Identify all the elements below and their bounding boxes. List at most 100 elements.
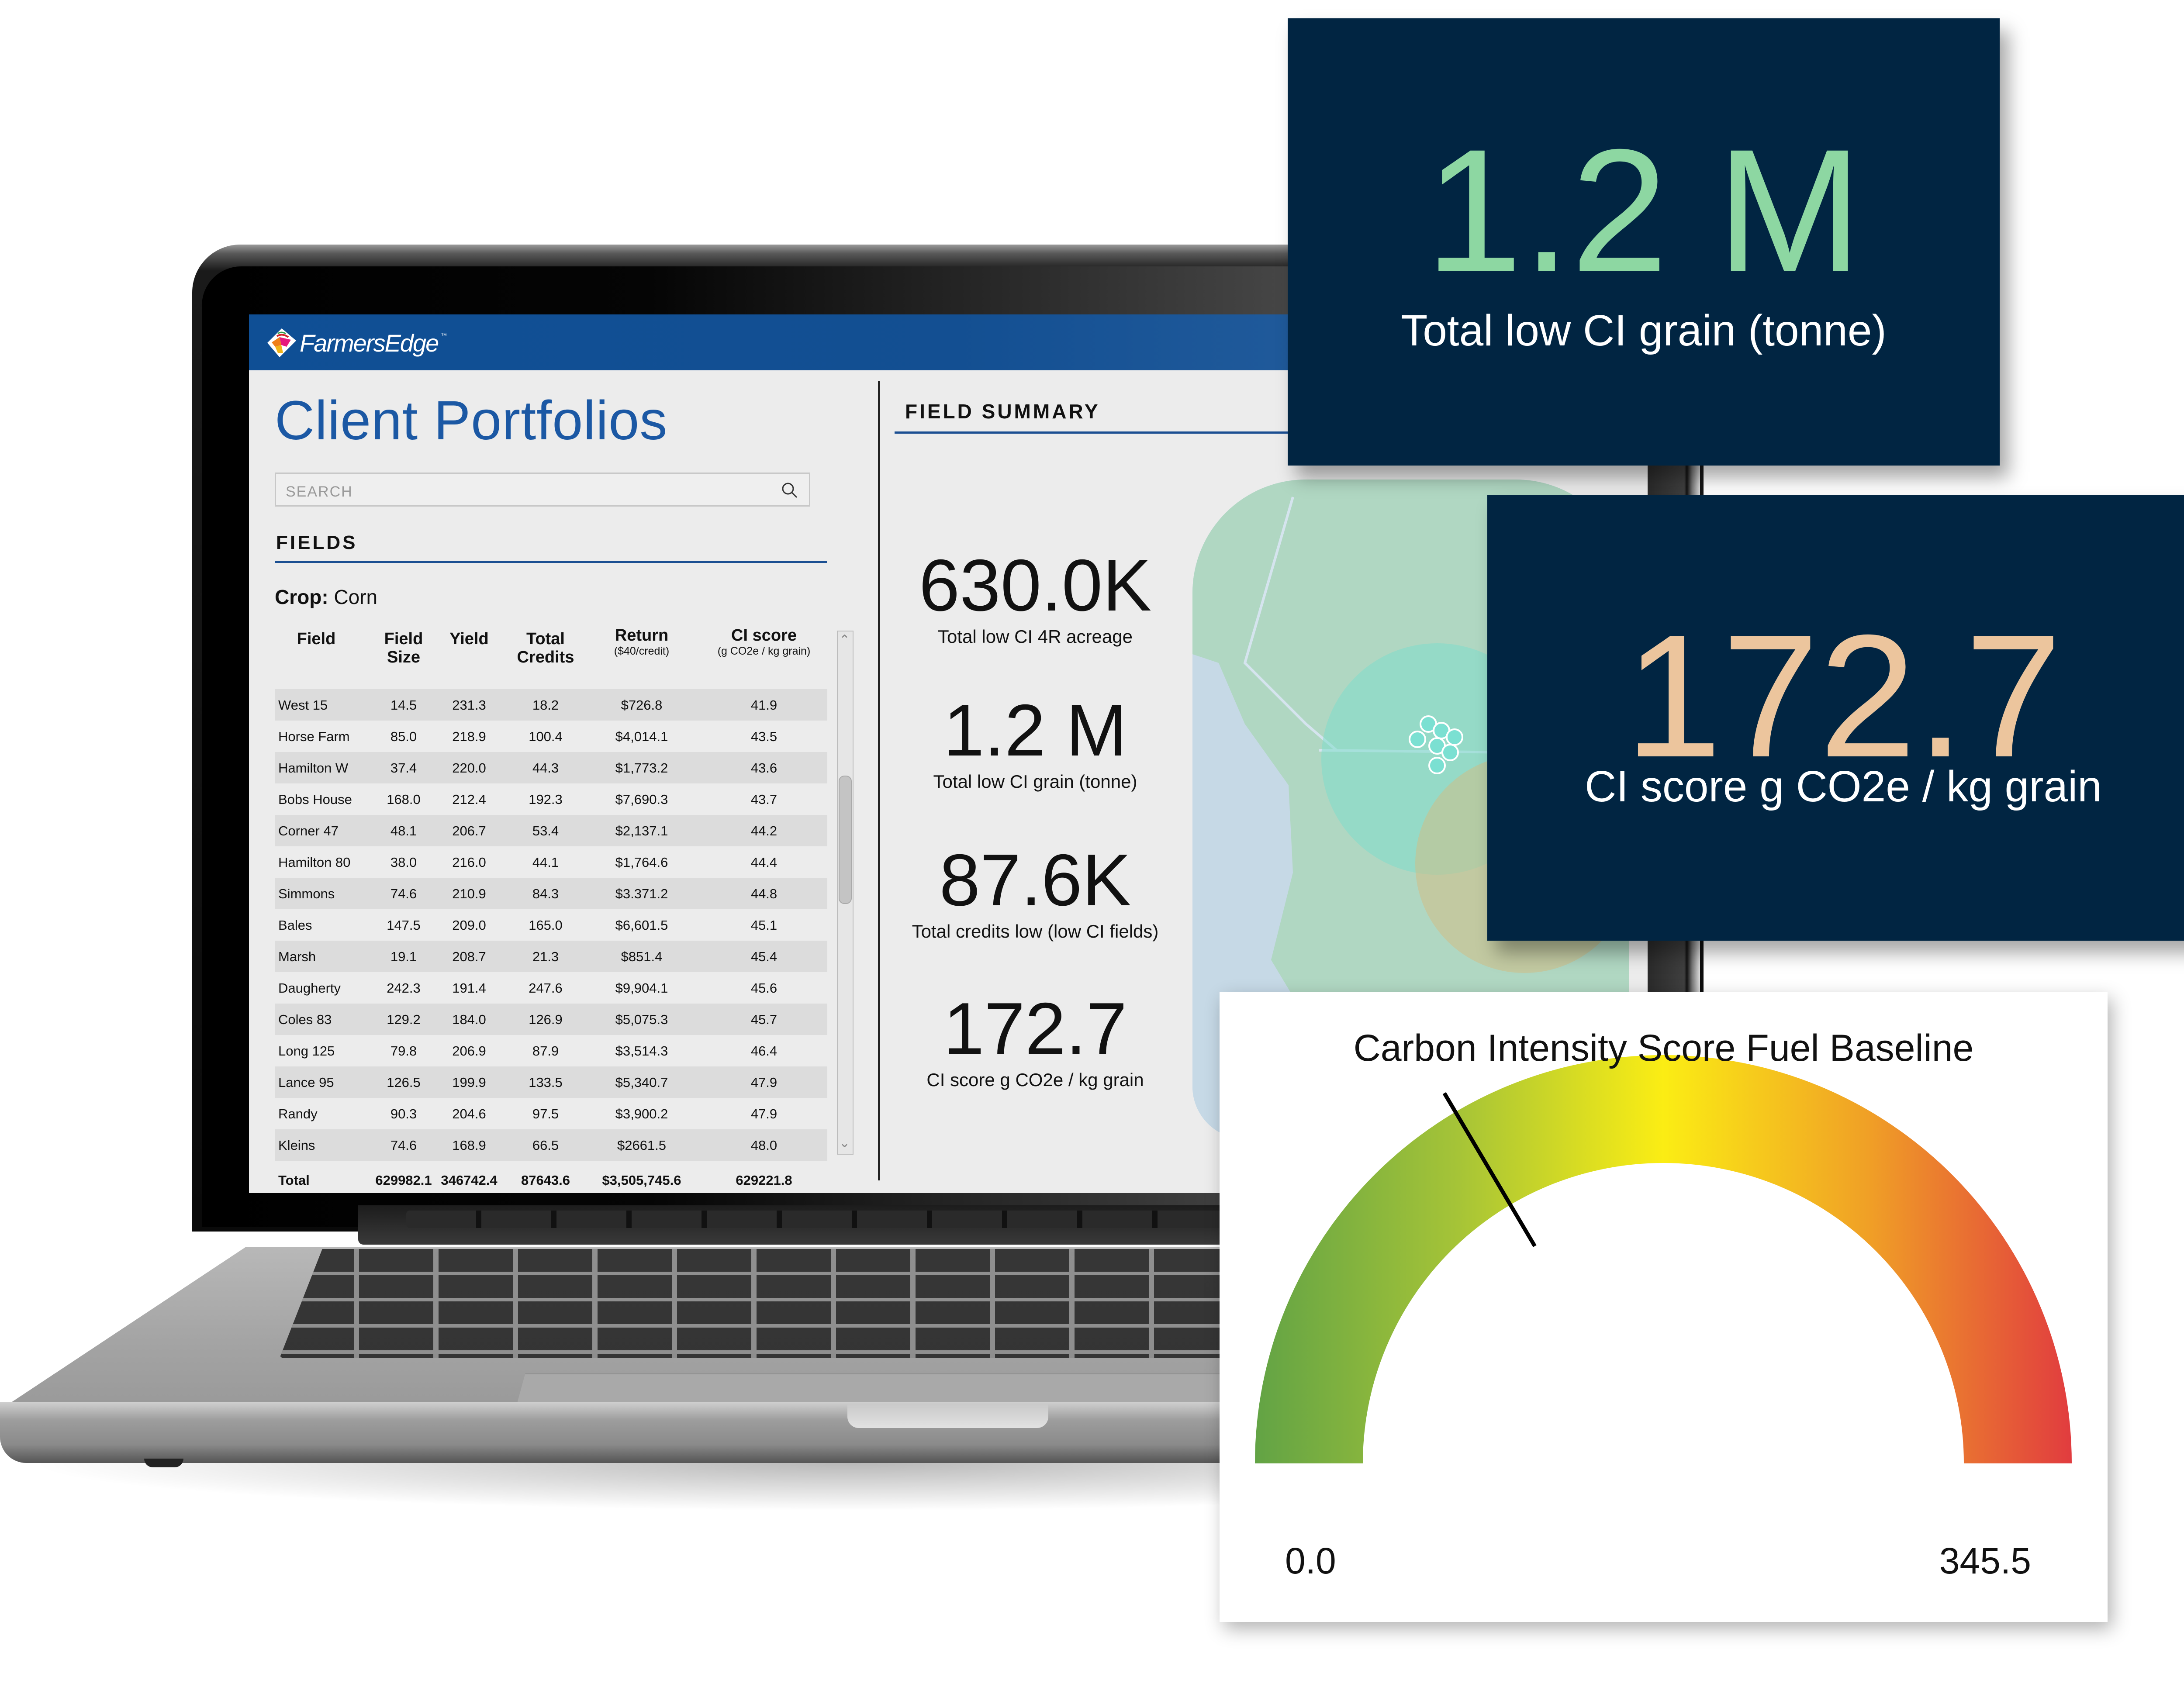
cell-field-name: Marsh <box>278 949 316 964</box>
table-row[interactable]: Corner 47 48.1 206.7 53.4 $2,137.1 44.2 <box>275 815 827 846</box>
table-row[interactable]: Coles 83 129.2 184.0 126.9 $5,075.3 45.7 <box>275 1004 827 1035</box>
table-cell: $5,075.3 <box>615 1012 668 1027</box>
cell-field-name: Simmons <box>278 886 335 901</box>
table-cell: 45.6 <box>750 980 778 996</box>
table-cell: 46.4 <box>750 1043 778 1059</box>
table-row[interactable]: Daugherty 242.3 191.4 247.6 $9,904.1 45.6 <box>275 972 827 1004</box>
table-cell: 206.7 <box>452 823 486 838</box>
table-cell: 97.5 <box>532 1106 559 1121</box>
crop-value: Corn <box>334 586 378 608</box>
cell-field-name: West 15 <box>278 697 328 713</box>
table-cell: 44.8 <box>750 886 778 901</box>
fields-heading: FIELDS <box>276 532 358 553</box>
table-cell: 216.0 <box>452 855 486 870</box>
column-header-return[interactable]: Return ($40/credit) <box>614 626 670 657</box>
table-cell: 629982.1 <box>375 1173 432 1188</box>
table-row[interactable]: Bales 147.5 209.0 165.0 $6,601.5 45.1 <box>275 909 827 941</box>
table-cell: 242.3 <box>387 980 421 996</box>
brand-name: FarmersEdge <box>300 329 439 357</box>
cell-field-name: Hamilton W <box>278 760 349 776</box>
crop-filter: Crop: Corn <box>275 585 377 609</box>
table-cell: 231.3 <box>452 697 486 713</box>
table-cell: 48.0 <box>750 1138 778 1153</box>
table-cell: 192.3 <box>529 792 563 807</box>
table-cell: $3,900.2 <box>615 1106 668 1121</box>
search-input[interactable]: SEARCH <box>275 473 810 507</box>
table-cell: 191.4 <box>452 980 486 996</box>
table-cell: 218.9 <box>452 729 486 744</box>
table-row[interactable]: Simmons 74.6 210.9 84.3 $3.371.2 44.8 <box>275 878 827 909</box>
table-cell: 90.3 <box>390 1106 417 1121</box>
search-placeholder: SEARCH <box>286 483 353 500</box>
table-cell: 18.2 <box>532 697 559 713</box>
cell-field-name: Coles 83 <box>278 1012 332 1027</box>
table-row[interactable]: Marsh 19.1 208.7 21.3 $851.4 45.4 <box>275 941 827 972</box>
table-cell: 74.6 <box>390 1138 417 1153</box>
table-cell: 74.6 <box>390 886 417 901</box>
column-header-field-size[interactable]: Field Size <box>384 630 423 666</box>
column-header-total-credits[interactable]: Total Credits <box>517 630 574 666</box>
column-header-ci-score[interactable]: CI score (g CO2e / kg grain) <box>717 626 811 657</box>
table-cell: $7,690.3 <box>615 792 668 807</box>
table-cell: 247.6 <box>529 980 563 996</box>
cell-field-name: Hamilton 80 <box>278 855 351 870</box>
table-cell: 147.5 <box>387 918 421 933</box>
table-row[interactable]: Hamilton W 37.4 220.0 44.3 $1,773.2 43.6 <box>275 752 827 783</box>
table-row[interactable]: Hamilton 80 38.0 216.0 44.1 $1,764.6 44.4 <box>275 846 827 878</box>
table-cell: $1,764.6 <box>615 855 668 870</box>
panel-divider <box>878 381 880 1180</box>
table-cell: 87643.6 <box>521 1173 570 1188</box>
table-row[interactable]: Randy 90.3 204.6 97.5 $3,900.2 47.9 <box>275 1098 827 1129</box>
table-row[interactable]: Long 125 79.8 206.9 87.9 $3,514.3 46.4 <box>275 1035 827 1066</box>
table-cell: $3.371.2 <box>615 886 668 901</box>
field-summary-divider <box>895 431 1331 434</box>
table-cell: 168.9 <box>452 1138 486 1153</box>
kpi-label: Total low CI 4R acreage <box>938 626 1133 647</box>
table-cell: 133.5 <box>529 1075 563 1090</box>
table-cell: 44.3 <box>532 760 559 776</box>
table-cell: 84.3 <box>532 886 559 901</box>
table-cell: 43.5 <box>750 729 778 744</box>
gauge-chart <box>1255 1055 2072 1463</box>
laptop-foot <box>144 1459 183 1467</box>
cell-field-name: Horse Farm <box>278 729 350 744</box>
column-header-field[interactable]: Field <box>297 630 336 648</box>
stat-value: 1.2 M <box>1425 113 1863 308</box>
table-cell: 346742.4 <box>441 1173 498 1188</box>
kpi-credits: 87.6K Total credits low (low CI fields) <box>891 841 1179 942</box>
kpi-value: 1.2 M <box>943 689 1127 771</box>
table-row[interactable]: Kleins 74.6 168.9 66.5 $2661.5 48.0 <box>275 1129 827 1161</box>
table-row[interactable]: West 15 14.5 231.3 18.2 $726.8 41.9 <box>275 689 827 721</box>
table-cell: 199.9 <box>452 1075 486 1090</box>
brand-logo[interactable]: FarmersEdge ™ <box>266 328 447 358</box>
cell-field-name: Bobs House <box>278 792 352 807</box>
kpi-ci-score: 172.7 CI score g CO2e / kg grain <box>891 989 1179 1090</box>
table-cell: 43.6 <box>750 760 778 776</box>
table-cell: 14.5 <box>390 697 417 713</box>
trademark: ™ <box>441 332 447 339</box>
column-header-yield[interactable]: Yield <box>449 630 489 648</box>
gauge-arc <box>1255 1055 2072 1463</box>
table-row[interactable]: Bobs House 168.0 212.4 192.3 $7,690.3 43.7 <box>275 783 827 815</box>
scroll-up-icon[interactable]: ⌃ <box>839 633 850 647</box>
table-cell: $2661.5 <box>617 1138 667 1153</box>
cell-field-name: Randy <box>278 1106 318 1121</box>
stat-card-ci-score: 172.7 CI score g CO2e / kg grain <box>1487 495 2184 941</box>
table-row[interactable]: Lance 95 126.5 199.9 133.5 $5,340.7 47.9 <box>275 1066 827 1098</box>
kpi-acreage: 630.0K Total low CI 4R acreage <box>891 546 1179 647</box>
cell-field-name: Daugherty <box>278 980 341 996</box>
kpi-value: 87.6K <box>939 839 1131 921</box>
table-cell: 47.9 <box>750 1075 778 1090</box>
scroll-down-icon[interactable]: ⌄ <box>839 1136 850 1150</box>
table-cell: 168.0 <box>387 792 421 807</box>
cell-field-name: Corner 47 <box>278 823 339 838</box>
fields-divider <box>275 561 827 563</box>
table-row[interactable]: Horse Farm 85.0 218.9 100.4 $4,014.1 43.5 <box>275 721 827 752</box>
table-cell: $5,340.7 <box>615 1075 668 1090</box>
table-cell: 19.1 <box>390 949 417 964</box>
table-cell: $3,514.3 <box>615 1043 668 1059</box>
table-cell: $6,601.5 <box>615 918 668 933</box>
table-cell: $4,014.1 <box>615 729 668 744</box>
search-icon[interactable] <box>780 481 799 500</box>
scrollbar-thumb[interactable] <box>839 776 852 904</box>
